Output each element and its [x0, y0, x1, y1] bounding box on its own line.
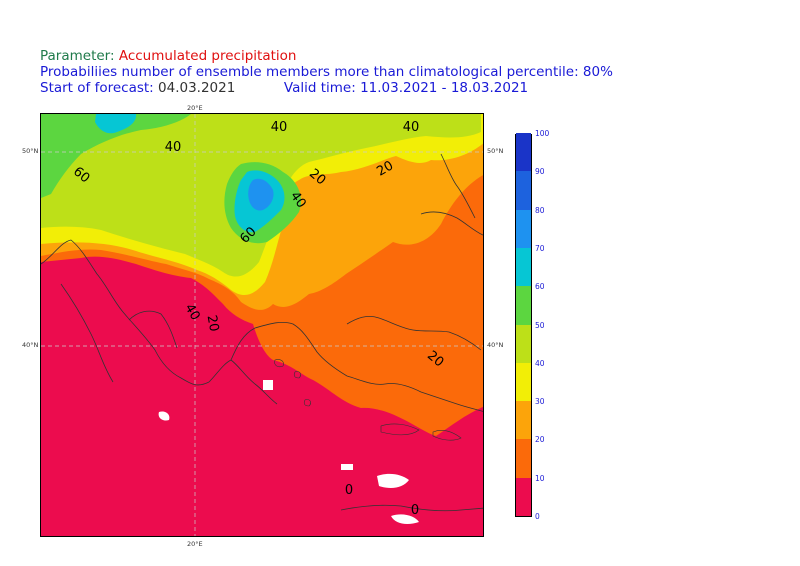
- colorbar-segment: [516, 477, 531, 516]
- parameter-line: Parameter: Accumulated precipitation: [40, 48, 296, 64]
- colorbar-tick-label: 50: [535, 320, 545, 330]
- colorbar-tick-label: 70: [535, 243, 545, 253]
- colorbar-segment: [516, 439, 531, 478]
- colorbar-tick-label: 30: [535, 397, 545, 407]
- colorbar-tick-label: 20: [535, 435, 545, 445]
- colorbar-tick-label: 10: [535, 473, 545, 483]
- islands: [274, 359, 462, 441]
- colorbar-tick-label: 80: [535, 205, 545, 215]
- contour-label-20-balkan: 20: [204, 314, 222, 333]
- colorbar-segment: [516, 362, 531, 402]
- parameter-key: Parameter:: [40, 48, 115, 64]
- colorbar-tick-label: 60: [535, 282, 545, 292]
- colorbar-tick-label: 90: [535, 167, 545, 177]
- probability-description: Probabiliies number of ensemble members …: [40, 64, 613, 80]
- valid-time-key: Valid time:: [283, 80, 356, 96]
- band-70-80-centre: [248, 178, 274, 211]
- parameter-value: Accumulated precipitation: [118, 48, 297, 64]
- colorbar-segment: [516, 209, 531, 248]
- start-forecast-value: 04.03.2021: [158, 80, 236, 96]
- start-forecast-key: Start of forecast:: [40, 80, 154, 96]
- lat-label-40-right: 40°N: [487, 341, 504, 349]
- colorbar-segment: [516, 286, 531, 325]
- colorbar: [515, 133, 532, 517]
- contour-label-0-south: 0: [345, 483, 353, 498]
- band-0-patch-a: [377, 473, 409, 488]
- colorbar-segment: [516, 401, 531, 440]
- colorbar-tick-label: 40: [535, 358, 545, 368]
- lat-label-50-right: 50°N: [487, 147, 504, 155]
- colorbar-tick-label: 100: [535, 129, 550, 138]
- colorbar-tick-label: 0: [535, 512, 540, 521]
- contour-label-20-upper-right: 20: [374, 158, 396, 179]
- band-0-patch-d: [158, 411, 170, 421]
- coastlines: [41, 153, 483, 512]
- valid-time-value: 11.03.2021 - 18.03.2021: [360, 80, 529, 96]
- contour-label-40-upper-left: 40: [165, 140, 182, 155]
- colorbar-segment: [516, 171, 531, 210]
- colorbar-segment: [516, 324, 531, 363]
- colorbar-segment: [516, 247, 531, 287]
- colorbar-segment: [516, 133, 531, 172]
- forecast-times-line: Start of forecast: 04.03.2021 Valid time…: [40, 80, 528, 96]
- band-0-patch-e: [263, 380, 273, 390]
- contour-label-40-top-b: 40: [403, 120, 420, 135]
- lat-label-40-left: 40°N: [22, 341, 39, 349]
- band-0-patch-b: [341, 464, 353, 470]
- lon-label-top: 20°E: [187, 104, 203, 112]
- probability-map: 40 40 40 60 20 20 40 60 40 20 20 0 0: [40, 113, 484, 537]
- lat-label-50-left: 50°N: [22, 147, 39, 155]
- band-60-70-nw: [95, 114, 137, 134]
- contour-label-40-top-a: 40: [271, 120, 288, 135]
- map-canvas: 40 40 40 60 20 20 40 60 40 20 20 0 0: [41, 114, 483, 536]
- contour-label-40-balkan: 40: [181, 301, 202, 323]
- lon-label-bottom: 20°E: [187, 540, 203, 548]
- contour-label-0-southeast: 0: [411, 503, 419, 518]
- band-50-60: [41, 114, 191, 198]
- band-0-patch-c: [391, 514, 419, 524]
